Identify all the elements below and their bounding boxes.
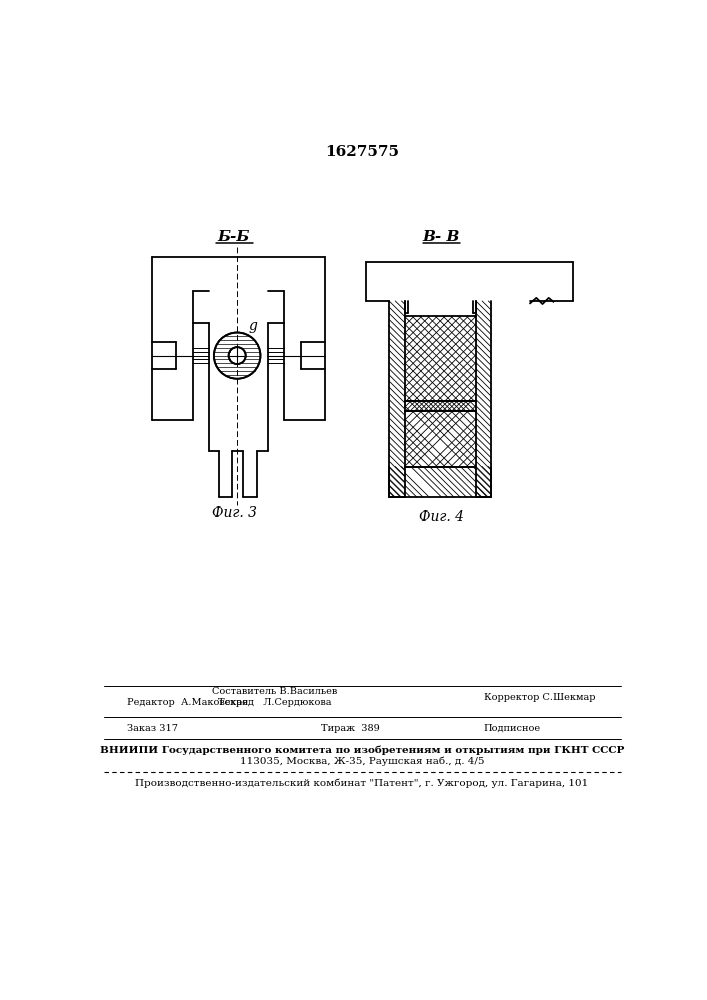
Text: Фиг. 3: Фиг. 3 xyxy=(211,506,257,520)
Text: Техред   Л.Сердюкова: Техред Л.Сердюкова xyxy=(218,698,331,707)
Text: Производственно-издательский комбинат "Патент", г. Ужгород, ул. Гагарина, 101: Производственно-издательский комбинат "П… xyxy=(135,779,588,788)
Text: Фиг. 4: Фиг. 4 xyxy=(419,510,464,524)
Text: g: g xyxy=(249,319,257,333)
Text: Б-Б: Б-Б xyxy=(217,230,250,244)
Text: Составитель В.Васильев: Составитель В.Васильев xyxy=(212,687,337,696)
Text: 113035, Москва, Ж-35, Раушская наб., д. 4/5: 113035, Москва, Ж-35, Раушская наб., д. … xyxy=(240,757,484,766)
Text: В- В: В- В xyxy=(422,230,460,244)
Text: Подписное: Подписное xyxy=(484,724,541,733)
Text: ВНИИПИ Государственного комитета по изобретениям и открытиям при ГКНТ СССР: ВНИИПИ Государственного комитета по изоб… xyxy=(100,745,624,755)
Text: 1627575: 1627575 xyxy=(325,145,399,159)
Text: Тираж  389: Тираж 389 xyxy=(321,724,380,733)
Text: Редактор  А.Маковская: Редактор А.Маковская xyxy=(127,698,248,707)
Text: Корректор С.Шекмар: Корректор С.Шекмар xyxy=(484,693,595,702)
Text: Заказ 317: Заказ 317 xyxy=(127,724,178,733)
